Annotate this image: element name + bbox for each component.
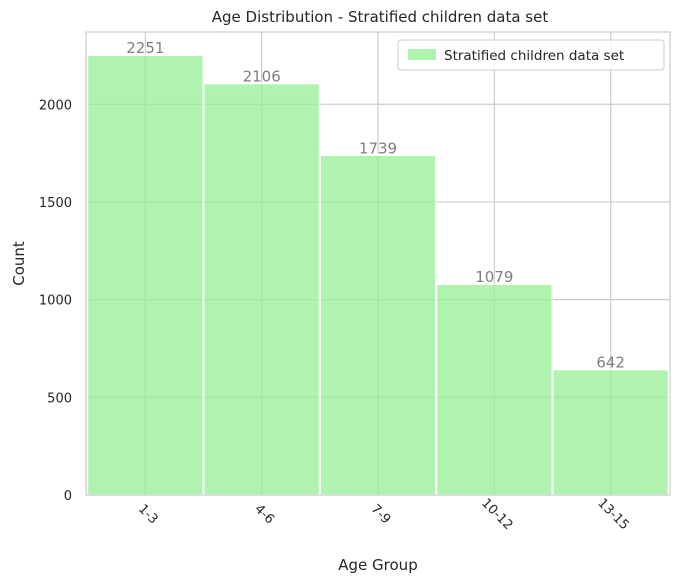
legend-entry: Stratified children data set <box>444 48 624 64</box>
legend: Stratified children data set <box>397 39 665 71</box>
x-axis-label: Age Group <box>338 556 417 574</box>
y-tick-label: 2000 <box>39 98 72 113</box>
y-axis-ticks: 0 500 1000 1500 2000 <box>39 98 72 504</box>
data-label: 642 <box>596 354 625 372</box>
legend-swatch <box>408 49 436 60</box>
chart-title: Age Distribution - Stratified children d… <box>212 8 549 26</box>
bars <box>86 54 670 496</box>
y-tick-label: 500 <box>47 391 72 406</box>
bar <box>552 368 670 496</box>
bar <box>203 82 321 496</box>
plot-border <box>85 31 671 496</box>
bar <box>86 54 204 496</box>
y-tick-label: 1500 <box>39 196 72 211</box>
data-label: 2106 <box>243 68 281 86</box>
y-axis-label: Count <box>10 241 28 286</box>
data-label: 1739 <box>359 139 397 157</box>
bar <box>319 154 437 496</box>
y-tick-label: 1000 <box>39 294 72 309</box>
bar <box>435 283 553 496</box>
data-label: 2251 <box>126 39 164 57</box>
y-tick-label: 0 <box>64 489 72 504</box>
data-label: 1079 <box>475 268 513 286</box>
data-labels: 2251 2106 1739 1079 642 <box>126 39 625 371</box>
legend-box <box>397 39 665 71</box>
